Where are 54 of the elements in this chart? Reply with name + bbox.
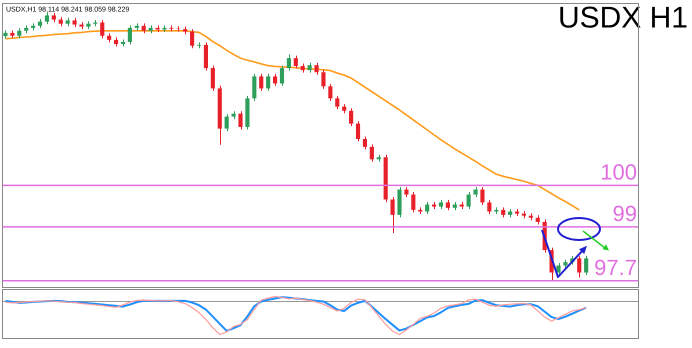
candlestick: [335, 95, 340, 110]
candlestick: [58, 16, 63, 27]
candlestick: [72, 17, 77, 28]
candlestick: [390, 196, 395, 234]
candlestick: [210, 65, 215, 92]
candlestick: [100, 20, 104, 39]
candlestick: [266, 73, 270, 92]
candlestick: [356, 120, 360, 142]
ref-line-label: 97.7: [594, 254, 637, 280]
candlestick: [446, 199, 450, 211]
candlestick: [286, 54, 291, 72]
candlestick: [204, 42, 208, 72]
candlestick: [314, 62, 319, 76]
candlestick: [480, 186, 485, 206]
candlestick: [425, 202, 430, 215]
candlestick: [556, 262, 561, 276]
candlestick: [342, 104, 346, 114]
candlestick: [280, 65, 284, 86]
candlestick: [438, 199, 444, 210]
ref-line-label: 99: [612, 200, 637, 226]
candlestick: [349, 108, 354, 127]
candlestick: [190, 28, 194, 49]
candlestick: [321, 69, 326, 90]
candlestick: [487, 199, 492, 215]
candlestick: [107, 32, 112, 43]
candlestick: [501, 206, 506, 218]
candlestick: [252, 73, 256, 102]
candlestick: [466, 192, 471, 210]
candlestick: [176, 26, 180, 32]
candlestick: [577, 255, 582, 278]
candlestick: [370, 144, 374, 162]
candlestick: [259, 73, 264, 92]
candlestick: [52, 12, 56, 23]
candlestick: [142, 22, 146, 34]
candlestick: [114, 36, 118, 48]
candlestick: [44, 12, 50, 25]
candlestick: [300, 63, 305, 74]
candlestick: [362, 136, 368, 150]
candlestick: [38, 18, 42, 29]
candlestick: [404, 186, 408, 198]
candlestick: [238, 110, 243, 130]
candlestick: [411, 192, 416, 213]
candlestick: [294, 55, 298, 70]
candlestick: [272, 73, 278, 86]
candlestick: [17, 28, 22, 39]
candlestick: [224, 114, 229, 132]
candlestick: [473, 186, 478, 198]
candlestick: [584, 255, 588, 276]
chart-title: USDX H1: [558, 1, 688, 34]
candlestick: [536, 214, 540, 225]
candlestick: [128, 24, 132, 45]
candlestick: [328, 83, 332, 102]
candlestick: [308, 62, 312, 74]
ref-line-label: 100: [600, 159, 637, 184]
